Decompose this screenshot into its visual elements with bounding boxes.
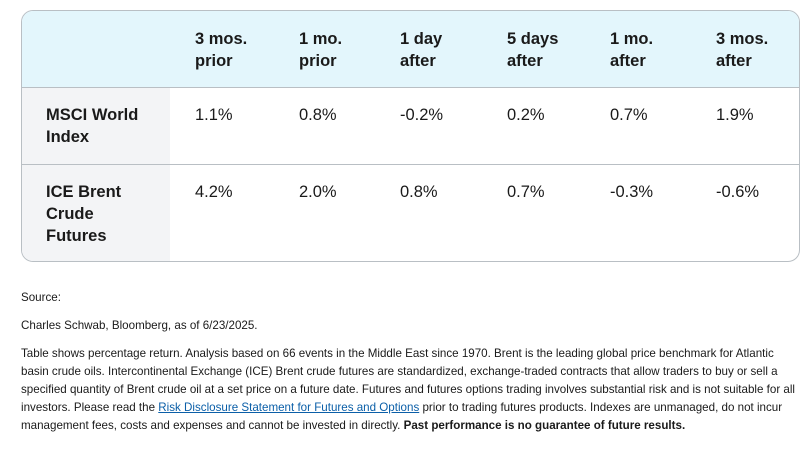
column-header: 3 mos. prior xyxy=(170,11,274,87)
row-header-line: ICE Brent xyxy=(46,183,121,201)
past-performance-warning: Past performance is no guarantee of futu… xyxy=(404,419,686,432)
column-header: 1 mo. prior xyxy=(274,11,375,87)
row-header-line: Futures xyxy=(46,227,107,245)
table-cell: -0.6% xyxy=(691,164,799,261)
returns-table-container: 3 mos. prior 1 mo. prior 1 day after 5 days… xyxy=(21,10,800,262)
column-header-line: 3 mos. xyxy=(716,30,768,48)
column-header-line: after xyxy=(716,52,752,70)
column-header-line: after xyxy=(400,52,436,70)
column-header: 5 days after xyxy=(482,11,585,87)
table-row: ICE Brent Crude Futures 4.2% 2.0% 0.8% 0.7… xyxy=(22,164,799,261)
table-cell: 0.7% xyxy=(482,164,585,261)
column-header-line: prior xyxy=(195,52,233,70)
table-cell: 4.2% xyxy=(170,164,274,261)
table-header-row: 3 mos. prior 1 mo. prior 1 day after 5 days… xyxy=(22,11,799,87)
column-header-line: prior xyxy=(299,52,337,70)
table-cell: -0.2% xyxy=(375,87,482,164)
column-header: 1 day after xyxy=(375,11,482,87)
column-header-line: 1 mo. xyxy=(299,30,342,48)
table-cell: 0.7% xyxy=(585,87,691,164)
source-label: Source: xyxy=(21,289,797,307)
table-row: MSCI World Index 1.1% 0.8% -0.2% 0.2% 0.7… xyxy=(22,87,799,164)
column-header: 1 mo. after xyxy=(585,11,691,87)
row-header-msci-world: MSCI World Index xyxy=(22,87,170,164)
column-header-line: 1 mo. xyxy=(610,30,653,48)
table-cell: 0.2% xyxy=(482,87,585,164)
table-cell: -0.3% xyxy=(585,164,691,261)
table-cell: 2.0% xyxy=(274,164,375,261)
table-cell: 0.8% xyxy=(274,87,375,164)
risk-disclosure-link[interactable]: Risk Disclosure Statement for Futures an… xyxy=(158,401,419,414)
column-header-line: after xyxy=(507,52,543,70)
source-text: Charles Schwab, Bloomberg, as of 6/23/20… xyxy=(21,317,797,335)
row-header-line: MSCI World xyxy=(46,106,138,124)
column-header-line: 1 day xyxy=(400,30,442,48)
column-header-line: 3 mos. xyxy=(195,30,247,48)
table-cell: 1.1% xyxy=(170,87,274,164)
column-header-line: after xyxy=(610,52,646,70)
disclosure-paragraph: Table shows percentage return. Analysis … xyxy=(21,345,797,435)
column-header: 3 mos. after xyxy=(691,11,799,87)
header-corner-cell xyxy=(22,11,170,87)
column-header-line: 5 days xyxy=(507,30,558,48)
table-cell: 0.8% xyxy=(375,164,482,261)
table-cell: 1.9% xyxy=(691,87,799,164)
row-header-ice-brent: ICE Brent Crude Futures xyxy=(22,164,170,261)
row-header-line: Index xyxy=(46,128,89,146)
table-footnotes: Source: Charles Schwab, Bloomberg, as of… xyxy=(21,289,797,435)
returns-table: 3 mos. prior 1 mo. prior 1 day after 5 days… xyxy=(22,11,799,261)
row-header-line: Crude xyxy=(46,205,94,223)
